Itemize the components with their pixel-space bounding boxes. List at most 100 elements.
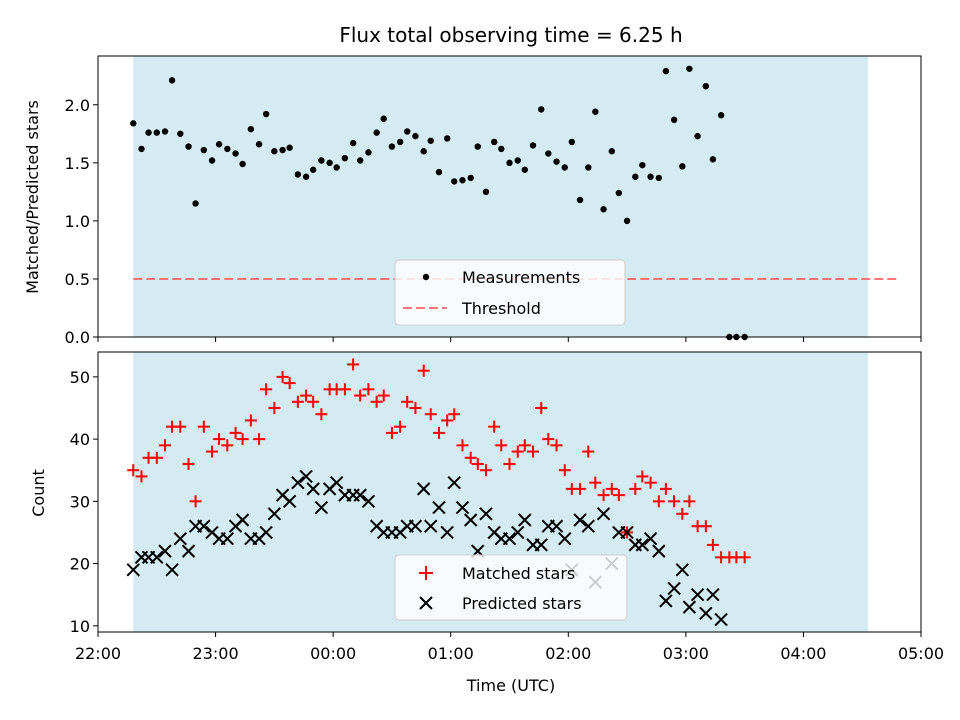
measurement-point bbox=[576, 196, 584, 204]
x-axis-label: Time (UTC) bbox=[466, 676, 555, 695]
measurement-point bbox=[247, 125, 255, 133]
measurement-point bbox=[553, 158, 560, 165]
measurement-point bbox=[271, 148, 278, 155]
matched-star-point bbox=[432, 426, 445, 439]
matched-star-point bbox=[597, 489, 610, 502]
measurement-point bbox=[506, 159, 513, 167]
matched-star-point bbox=[511, 445, 524, 458]
measurement-point bbox=[380, 115, 387, 122]
top-y-ticks: 0.0 0.5 1.0 1.5 2.0 bbox=[65, 96, 98, 347]
predicted-star-point bbox=[440, 525, 454, 540]
matched-star-point bbox=[503, 458, 516, 470]
predicted-star-point bbox=[408, 519, 423, 533]
matched-star-point bbox=[527, 445, 540, 458]
predicted-star-point bbox=[158, 544, 172, 558]
predicted-star-point bbox=[652, 544, 666, 558]
measurement-point bbox=[482, 188, 490, 196]
x-tick-label: 01:00 bbox=[428, 644, 474, 663]
matched-star-point bbox=[448, 408, 461, 421]
x-tick-label: 05:00 bbox=[898, 644, 944, 663]
matched-star-point bbox=[518, 439, 531, 452]
predicted-star-point bbox=[197, 519, 211, 533]
matched-star-point bbox=[699, 520, 712, 533]
measurement-point bbox=[239, 160, 246, 168]
measurement-point bbox=[420, 148, 427, 155]
predicted-star-point bbox=[424, 519, 438, 533]
bottom-y-tick-label: 50 bbox=[70, 368, 90, 387]
bottom-y-axis-label: Count bbox=[29, 469, 48, 517]
x-tick-label: 02:00 bbox=[545, 644, 591, 663]
matched-star-point bbox=[558, 464, 571, 477]
matched-star-point bbox=[206, 445, 219, 458]
measurement-point bbox=[679, 163, 686, 170]
measurement-point bbox=[467, 174, 474, 182]
predicted-star-point bbox=[282, 494, 297, 509]
measurement-point bbox=[356, 157, 364, 164]
matched-star-point bbox=[182, 458, 195, 470]
predicted-star-point bbox=[596, 507, 611, 521]
measurement-point bbox=[138, 145, 145, 153]
matched-star-point bbox=[244, 414, 257, 427]
measurement-points bbox=[130, 65, 748, 341]
matched-star-point bbox=[589, 476, 602, 489]
predicted-star-point bbox=[581, 519, 595, 533]
measurement-point bbox=[224, 145, 231, 153]
matched-star-point bbox=[479, 464, 492, 477]
matched-star-point bbox=[268, 402, 281, 414]
predicted-star-point bbox=[259, 525, 273, 540]
count-points bbox=[126, 358, 751, 627]
measurement-point bbox=[192, 200, 199, 207]
matched-star-point bbox=[456, 439, 469, 452]
measurement-point bbox=[639, 161, 646, 169]
top-x-ticks bbox=[97, 337, 922, 342]
legend-threshold-label: Threshold bbox=[461, 299, 541, 318]
matched-star-point bbox=[652, 495, 665, 508]
top-y-tick-label: 1.5 bbox=[65, 154, 90, 173]
matched-star-point bbox=[189, 495, 202, 508]
predicted-star-point bbox=[643, 531, 658, 546]
x-tick-label: 03:00 bbox=[663, 644, 709, 663]
matched-star-point bbox=[550, 439, 563, 452]
measurement-point bbox=[498, 145, 505, 153]
predicted-star-point bbox=[659, 594, 673, 608]
measurement-point bbox=[585, 164, 592, 171]
measurement-point bbox=[545, 150, 552, 157]
measurement-point bbox=[632, 173, 639, 180]
predicted-star-point bbox=[675, 563, 690, 577]
measurement-point bbox=[427, 137, 434, 144]
measurement-point bbox=[404, 128, 411, 135]
measurement-point bbox=[279, 146, 286, 154]
top-y-axis-label: Matched/Predicted stars bbox=[23, 100, 42, 294]
measurement-point bbox=[341, 154, 349, 162]
bottom-y-ticks: 10 20 30 40 50 bbox=[70, 368, 98, 636]
predicted-star-point bbox=[682, 600, 697, 614]
predicted-star-point bbox=[518, 513, 532, 527]
measurement-point bbox=[451, 178, 458, 185]
matched-star-point bbox=[260, 383, 273, 396]
predicted-star-point bbox=[165, 563, 179, 577]
measurement-point bbox=[600, 206, 607, 213]
matched-star-point bbox=[253, 433, 266, 446]
measurement-point bbox=[459, 177, 466, 184]
predicted-star-point bbox=[463, 513, 478, 527]
measurement-point bbox=[709, 156, 717, 163]
top-axes-frame bbox=[97, 55, 922, 338]
measurement-point bbox=[318, 157, 325, 164]
measurement-point bbox=[333, 164, 340, 171]
matched-star-point bbox=[706, 538, 719, 551]
predicted-star-point bbox=[173, 531, 188, 546]
x-tick-label: 00:00 bbox=[310, 644, 356, 663]
predicted-star-point bbox=[181, 544, 196, 558]
legend-measurements-label: Measurements bbox=[462, 268, 580, 287]
predicted-star-point bbox=[291, 475, 305, 490]
bottom-y-tick-label: 10 bbox=[70, 617, 90, 636]
measurement-point bbox=[514, 157, 521, 164]
predicted-star-point bbox=[455, 500, 470, 515]
matched-star-point bbox=[307, 395, 320, 408]
measurement-point bbox=[435, 168, 443, 176]
predicted-star-point bbox=[314, 500, 329, 515]
top-y-tick-label: 2.0 bbox=[65, 96, 90, 115]
matched-star-point bbox=[424, 408, 437, 421]
chart-title: Flux total observing time = 6.25 h bbox=[339, 23, 682, 47]
